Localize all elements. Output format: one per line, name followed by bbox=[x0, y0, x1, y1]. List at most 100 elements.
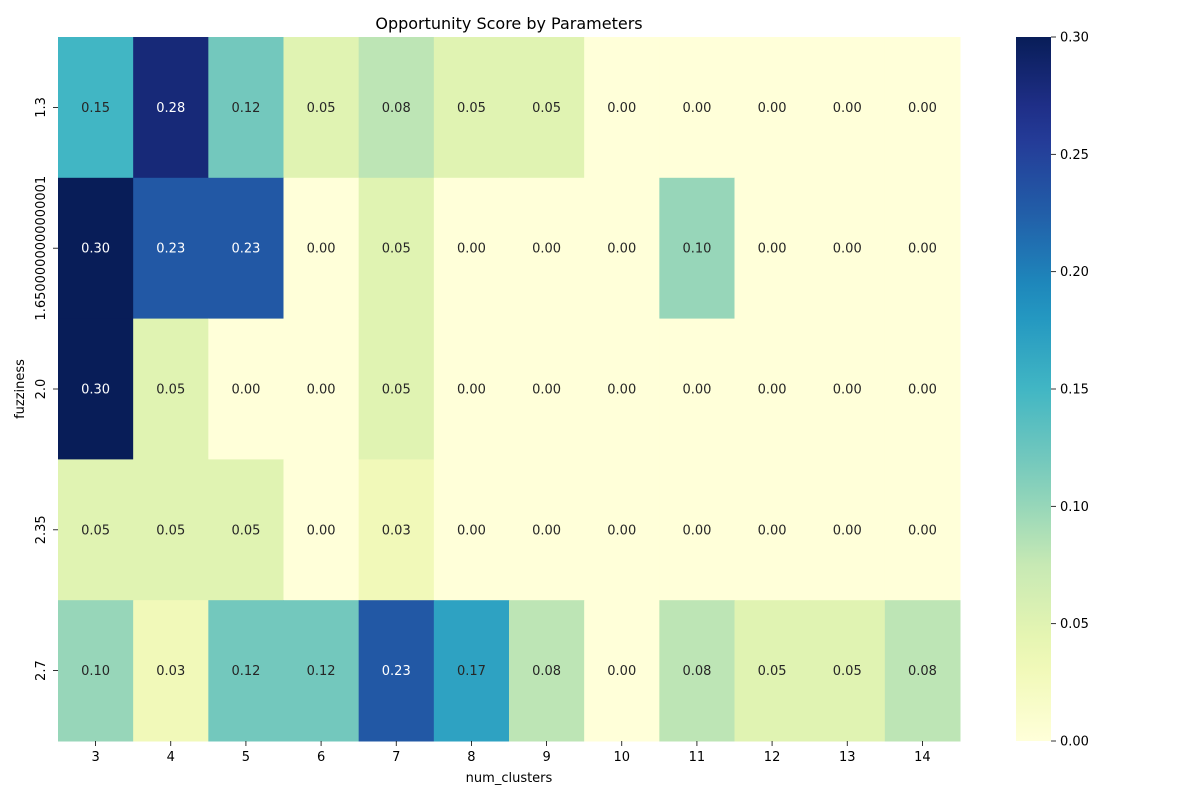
heatmap-cell bbox=[509, 600, 585, 742]
cell-value-label: 0.00 bbox=[457, 523, 486, 538]
cell-value-label: 0.00 bbox=[607, 101, 636, 116]
cell-value-label: 0.00 bbox=[833, 383, 862, 398]
x-tick-label: 12 bbox=[764, 750, 781, 765]
heatmap-cell bbox=[584, 177, 660, 320]
heatmap-cell bbox=[358, 600, 435, 742]
heatmap-cell bbox=[58, 600, 134, 742]
heatmap-cell bbox=[509, 318, 585, 460]
heatmap-cell bbox=[58, 37, 134, 179]
cell-value-label: 0.00 bbox=[457, 242, 486, 257]
colorbar-tick-label: 0.15 bbox=[1060, 383, 1089, 398]
cell-value-label: 0.00 bbox=[307, 383, 336, 398]
cell-value-label: 0.05 bbox=[382, 383, 411, 398]
heatmap-cell bbox=[433, 600, 510, 742]
x-axis-label: num_clusters bbox=[466, 771, 553, 786]
heatmap-cell bbox=[809, 37, 886, 179]
cell-value-label: 0.23 bbox=[156, 242, 185, 257]
cell-value-label: 0.05 bbox=[382, 242, 411, 257]
x-tick-label: 3 bbox=[91, 750, 99, 765]
cell-value-label: 0.12 bbox=[231, 101, 260, 116]
heatmap-cell bbox=[509, 37, 585, 179]
cell-value-label: 0.17 bbox=[457, 664, 486, 679]
heatmap-cell bbox=[884, 177, 961, 320]
cell-value-label: 0.00 bbox=[908, 383, 937, 398]
cell-value-label: 0.08 bbox=[682, 664, 711, 679]
heatmap-cell bbox=[884, 318, 961, 460]
heatmap-cells: 0.15 0.28 0.12 0.05 0.08 0.05 0.05 0.00 0.00 0.00… bbox=[58, 37, 961, 742]
heatmap-cell bbox=[358, 177, 435, 320]
cell-value-label: 0.05 bbox=[156, 523, 185, 538]
heatmap-cell bbox=[133, 600, 209, 742]
heatmap-cell bbox=[809, 459, 886, 601]
x-tick-label: 8 bbox=[467, 750, 475, 765]
heatmap-cell bbox=[884, 37, 961, 179]
heatmap-cell bbox=[283, 459, 360, 601]
heatmap-cell bbox=[208, 37, 284, 179]
heatmap-cell bbox=[584, 37, 660, 179]
colorbar-tick-label: 0.10 bbox=[1060, 500, 1089, 515]
x-axis-ticks: 3 4 5 6 7 8 9 10 11 12 13 14 bbox=[91, 741, 931, 765]
cell-value-label: 0.23 bbox=[231, 242, 260, 257]
cell-value-label: 0.00 bbox=[758, 242, 787, 257]
heatmap-cell bbox=[433, 37, 510, 179]
cell-value-label: 0.05 bbox=[156, 383, 185, 398]
heatmap-cell bbox=[58, 318, 134, 460]
cell-value-label: 0.08 bbox=[382, 101, 411, 116]
x-tick-label: 13 bbox=[839, 750, 856, 765]
x-tick-label: 14 bbox=[914, 750, 931, 765]
heatmap-cell bbox=[58, 459, 134, 601]
cell-value-label: 0.00 bbox=[307, 523, 336, 538]
cell-value-label: 0.00 bbox=[532, 242, 561, 257]
cell-value-label: 0.05 bbox=[457, 101, 486, 116]
y-tick-label: 2.35 bbox=[34, 515, 49, 544]
colorbar-tick-label: 0.20 bbox=[1060, 265, 1089, 280]
cell-value-label: 0.28 bbox=[156, 101, 185, 116]
heatmap-cell bbox=[208, 600, 284, 742]
heatmap-cell bbox=[358, 37, 435, 179]
cell-value-label: 0.00 bbox=[833, 101, 862, 116]
cell-value-label: 0.12 bbox=[307, 664, 336, 679]
cell-value-label: 0.00 bbox=[607, 383, 636, 398]
heatmap-cell bbox=[433, 318, 510, 460]
heatmap-cell bbox=[659, 459, 735, 601]
x-tick-label: 9 bbox=[542, 750, 550, 765]
y-tick-label: 2.7 bbox=[34, 660, 49, 681]
cell-value-label: 0.23 bbox=[382, 664, 411, 679]
y-tick-label: 1.6500000000000001 bbox=[34, 176, 49, 321]
heatmap-cell bbox=[659, 177, 735, 320]
cell-value-label: 0.00 bbox=[908, 101, 937, 116]
heatmap-cell bbox=[133, 318, 209, 460]
cell-value-label: 0.30 bbox=[81, 383, 110, 398]
cell-value-label: 0.00 bbox=[908, 523, 937, 538]
cell-value-label: 0.00 bbox=[758, 101, 787, 116]
heatmap-cell bbox=[659, 37, 735, 179]
heatmap-cell bbox=[809, 318, 886, 460]
heatmap-cell bbox=[734, 318, 811, 460]
cell-value-label: 0.05 bbox=[532, 101, 561, 116]
cell-value-label: 0.00 bbox=[908, 242, 937, 257]
cell-value-label: 0.05 bbox=[231, 523, 260, 538]
heatmap-cell bbox=[584, 459, 660, 601]
heatmap-cell bbox=[358, 318, 435, 460]
heatmap-cell bbox=[283, 177, 360, 320]
cell-value-label: 0.10 bbox=[682, 242, 711, 257]
cell-value-label: 0.15 bbox=[81, 101, 110, 116]
cell-value-label: 0.00 bbox=[682, 101, 711, 116]
colorbar-tick-label: 0.05 bbox=[1060, 617, 1089, 632]
heatmap-cell bbox=[133, 459, 209, 601]
colorbar bbox=[1016, 37, 1051, 741]
heatmap-cell bbox=[809, 600, 886, 742]
cell-value-label: 0.00 bbox=[682, 383, 711, 398]
heatmap-cell bbox=[208, 318, 284, 460]
heatmap-cell bbox=[809, 177, 886, 320]
cell-value-label: 0.00 bbox=[607, 664, 636, 679]
heatmap-cell bbox=[208, 459, 284, 601]
heatmap-cell bbox=[734, 177, 811, 320]
cell-value-label: 0.00 bbox=[457, 383, 486, 398]
cell-value-label: 0.00 bbox=[833, 242, 862, 257]
cell-value-label: 0.00 bbox=[532, 523, 561, 538]
cell-value-label: 0.12 bbox=[231, 664, 260, 679]
cell-value-label: 0.05 bbox=[307, 101, 336, 116]
heatmap-cell bbox=[283, 318, 360, 460]
